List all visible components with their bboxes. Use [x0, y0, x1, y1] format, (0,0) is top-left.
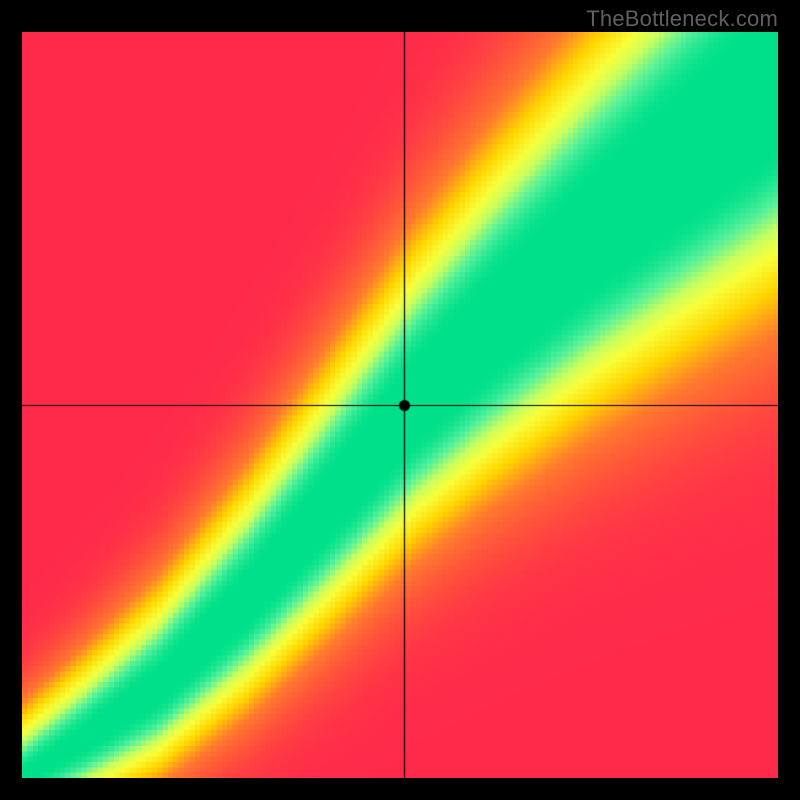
crosshair-overlay: [22, 32, 778, 778]
chart-container: { "watermark": { "text": "TheBottleneck.…: [0, 0, 800, 800]
watermark-text: TheBottleneck.com: [586, 6, 778, 32]
